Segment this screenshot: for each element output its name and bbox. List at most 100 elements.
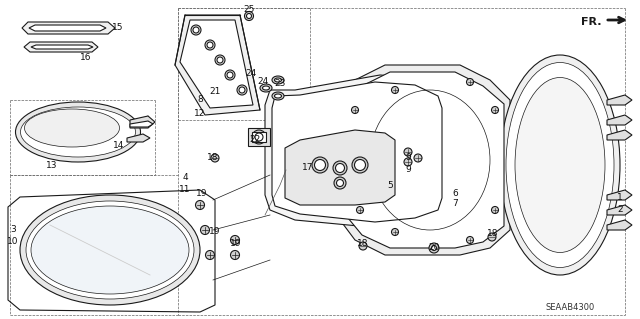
Text: 12: 12	[195, 108, 205, 117]
Ellipse shape	[262, 86, 269, 90]
Text: 1: 1	[617, 194, 623, 203]
Text: 22: 22	[250, 135, 260, 144]
Ellipse shape	[275, 94, 282, 98]
Ellipse shape	[20, 195, 200, 305]
Text: 9: 9	[405, 153, 411, 162]
Ellipse shape	[230, 250, 239, 259]
Ellipse shape	[200, 226, 209, 234]
Ellipse shape	[246, 13, 252, 19]
Polygon shape	[175, 15, 260, 115]
Ellipse shape	[515, 78, 605, 253]
Ellipse shape	[352, 157, 368, 173]
Text: 6: 6	[452, 189, 458, 197]
Ellipse shape	[244, 11, 253, 20]
Ellipse shape	[429, 243, 439, 253]
Polygon shape	[130, 116, 155, 128]
Ellipse shape	[404, 158, 412, 166]
Polygon shape	[24, 42, 98, 52]
Ellipse shape	[230, 235, 239, 244]
Text: 8: 8	[197, 95, 203, 105]
Polygon shape	[607, 115, 632, 125]
Ellipse shape	[255, 133, 263, 141]
Text: 19: 19	[209, 227, 221, 236]
Polygon shape	[22, 22, 115, 34]
Ellipse shape	[227, 72, 233, 78]
Ellipse shape	[205, 250, 214, 259]
Text: 9: 9	[405, 166, 411, 174]
Polygon shape	[29, 25, 106, 31]
Polygon shape	[130, 121, 153, 127]
Ellipse shape	[335, 164, 344, 173]
Ellipse shape	[467, 78, 474, 85]
Ellipse shape	[355, 160, 365, 170]
Ellipse shape	[404, 148, 412, 156]
Text: 19: 19	[230, 240, 242, 249]
Polygon shape	[340, 65, 510, 255]
Text: 18: 18	[487, 228, 499, 238]
Ellipse shape	[392, 228, 399, 235]
Text: 15: 15	[112, 24, 124, 33]
Polygon shape	[31, 45, 93, 49]
Ellipse shape	[312, 157, 328, 173]
Ellipse shape	[467, 236, 474, 243]
Ellipse shape	[272, 76, 284, 84]
Polygon shape	[265, 75, 450, 228]
Text: 4: 4	[182, 174, 188, 182]
Ellipse shape	[26, 201, 194, 299]
Text: 25: 25	[243, 5, 255, 14]
Ellipse shape	[488, 233, 496, 241]
Polygon shape	[127, 134, 150, 142]
Ellipse shape	[195, 201, 205, 210]
Ellipse shape	[359, 242, 367, 250]
Ellipse shape	[15, 102, 141, 162]
Text: 24: 24	[245, 69, 257, 78]
Ellipse shape	[492, 206, 499, 213]
Ellipse shape	[260, 84, 272, 92]
Ellipse shape	[252, 130, 266, 144]
Ellipse shape	[205, 40, 215, 50]
Ellipse shape	[217, 57, 223, 63]
Text: 24: 24	[257, 78, 269, 86]
Text: 3: 3	[10, 226, 16, 234]
Bar	[248, 128, 270, 146]
Text: 21: 21	[209, 87, 221, 97]
Polygon shape	[607, 205, 632, 215]
Ellipse shape	[31, 206, 189, 294]
Text: 5: 5	[387, 181, 393, 189]
Ellipse shape	[334, 177, 346, 189]
Ellipse shape	[272, 92, 284, 100]
Ellipse shape	[239, 87, 245, 93]
Ellipse shape	[191, 25, 201, 35]
Text: 14: 14	[113, 142, 125, 151]
Ellipse shape	[414, 154, 422, 162]
Text: 19: 19	[196, 189, 208, 198]
Bar	[252, 132, 266, 142]
Ellipse shape	[225, 70, 235, 80]
Text: 16: 16	[80, 54, 92, 63]
Text: 23: 23	[275, 79, 285, 88]
Text: 18: 18	[357, 240, 369, 249]
Polygon shape	[272, 82, 442, 222]
Text: 2: 2	[617, 205, 623, 214]
Ellipse shape	[337, 180, 344, 187]
Ellipse shape	[431, 246, 436, 250]
Ellipse shape	[211, 154, 219, 162]
Polygon shape	[607, 95, 632, 105]
Ellipse shape	[392, 86, 399, 93]
Polygon shape	[607, 220, 632, 230]
Text: 11: 11	[179, 186, 191, 195]
Ellipse shape	[193, 27, 199, 33]
Text: 7: 7	[452, 198, 458, 207]
Text: 17: 17	[302, 164, 314, 173]
Ellipse shape	[215, 55, 225, 65]
Ellipse shape	[351, 107, 358, 114]
Ellipse shape	[333, 161, 347, 175]
Text: FR.: FR.	[582, 17, 602, 27]
Ellipse shape	[275, 78, 282, 82]
Text: 10: 10	[7, 236, 19, 246]
Ellipse shape	[24, 109, 120, 147]
Text: 13: 13	[46, 160, 58, 169]
Ellipse shape	[500, 55, 620, 275]
Text: 18: 18	[207, 152, 219, 161]
Ellipse shape	[356, 206, 364, 213]
